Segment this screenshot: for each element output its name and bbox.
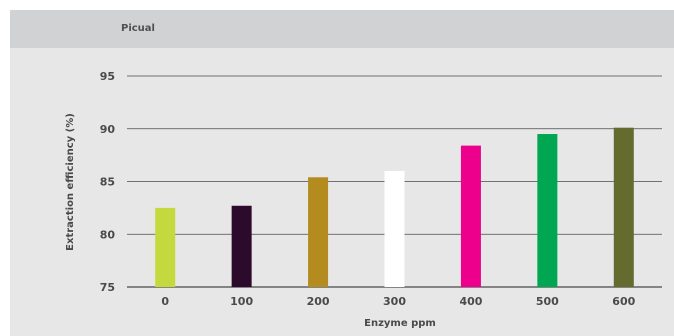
y-axis-label: Extraction efficiency (%): [65, 113, 76, 251]
x-axis-label: Enzyme ppm: [364, 318, 436, 329]
bar-300: [384, 170, 405, 287]
x-tick-label: 0: [161, 295, 169, 308]
bar-100: [231, 205, 252, 287]
x-tick-label: 600: [612, 295, 635, 308]
x-tick-label: 400: [459, 295, 482, 308]
bar-500: [537, 134, 558, 287]
x-tick-label: 200: [307, 295, 330, 308]
y-tick-labels: 75 80 85 90 95: [100, 70, 116, 294]
y-tick-label: 80: [100, 228, 116, 241]
bar-200: [308, 177, 329, 287]
bars: [155, 127, 634, 287]
chart-panel: Picual: [10, 10, 674, 336]
chart-header: Picual: [10, 10, 674, 48]
y-tick-label: 95: [100, 70, 115, 83]
bar-0: [155, 207, 176, 287]
bar-400: [460, 145, 481, 287]
x-tick-label: 300: [383, 295, 406, 308]
y-tick-label: 75: [100, 281, 115, 294]
y-tick-label: 90: [100, 123, 116, 136]
bar-600: [613, 127, 634, 287]
y-tick-label: 85: [100, 176, 115, 189]
x-tick-label: 100: [230, 295, 253, 308]
x-tick-labels: 0 100 200 300 400 500 600: [161, 295, 635, 308]
chart-title: Picual: [121, 23, 155, 34]
x-tick-label: 500: [536, 295, 559, 308]
